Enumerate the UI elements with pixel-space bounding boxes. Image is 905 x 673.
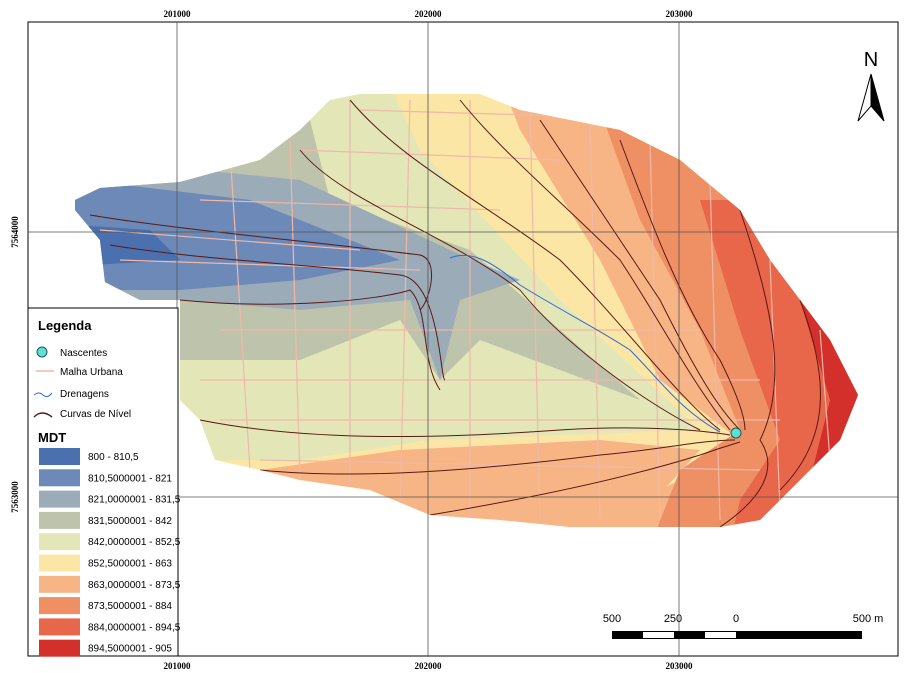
x-coord-label: 203000 — [666, 9, 694, 19]
scale-label: 500 m — [853, 613, 884, 625]
legend-swatch — [39, 597, 80, 614]
x-coord-label: 202000 — [415, 9, 443, 19]
legend-class-label: 894,5000001 - 905 — [88, 644, 172, 655]
legend-item: Malha Urbana — [60, 367, 123, 378]
x-coord-label: 202000 — [415, 661, 443, 671]
legend: Legenda Nascentes Malha Urbana Drenagens… — [28, 308, 181, 657]
north-label: N — [864, 49, 878, 71]
x-coord-label: 201000 — [164, 661, 192, 671]
legend-title: Legenda — [38, 318, 92, 333]
legend-class-label: 884,0000001 - 894,5 — [88, 622, 181, 633]
spring-point — [731, 428, 741, 438]
y-coord-label: 7564000 — [10, 216, 20, 248]
legend-class-label: 863,0000001 - 873,5 — [88, 580, 181, 591]
map-page: 201000 202000 203000 201000 202000 20300… — [0, 0, 905, 673]
legend-class-label: 831,5000001 - 842 — [88, 516, 172, 527]
legend-swatch — [39, 555, 80, 572]
legend-swatch — [39, 533, 80, 550]
legend-swatch — [39, 618, 80, 635]
legend-class-label: 873,5000001 - 884 — [88, 601, 172, 612]
legend-swatch — [39, 576, 80, 593]
legend-item: Curvas de Nível — [60, 409, 131, 420]
scale-label: 0 — [733, 613, 739, 625]
y-coord-label: 7563000 — [10, 481, 20, 513]
legend-item: Nascentes — [60, 348, 107, 359]
scale-label: 250 — [664, 613, 682, 625]
legend-class-label: 842,0000001 - 852,5 — [88, 537, 181, 548]
legend-swatch — [39, 512, 80, 529]
legend-swatch — [39, 469, 80, 486]
legend-subtitle: MDT — [38, 430, 66, 445]
legend-class-label: 810,5000001 - 821 — [88, 473, 172, 484]
legend-swatch — [39, 640, 80, 657]
legend-class-label: 800 - 810,5 — [88, 452, 139, 463]
x-coord-label: 201000 — [164, 9, 192, 19]
legend-swatch — [39, 491, 80, 508]
x-coord-label: 203000 — [666, 661, 694, 671]
legend-class-label: 821,0000001 - 831,5 — [88, 495, 181, 506]
scale-label: 500 — [603, 613, 621, 625]
legend-swatch — [39, 448, 80, 465]
legend-item: Drenagens — [60, 389, 109, 400]
legend-class-label: 852,5000001 - 863 — [88, 559, 172, 570]
